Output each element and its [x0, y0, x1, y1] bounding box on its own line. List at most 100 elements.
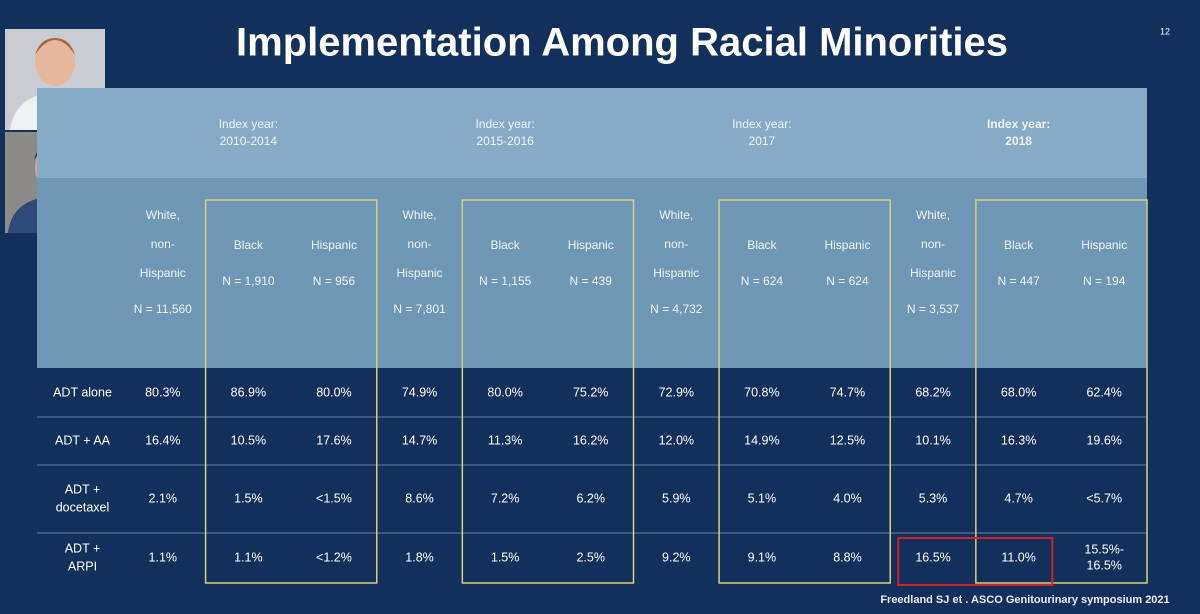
row-label: ADT alone — [53, 385, 112, 399]
column-header: White, — [659, 208, 693, 222]
column-header: Hispanic — [568, 238, 614, 252]
row-label: ADT + AA — [55, 433, 111, 447]
column-header: N = 1,155 — [479, 274, 532, 288]
cell: 12.0% — [659, 433, 694, 447]
cell: 1.1% — [149, 550, 178, 564]
cell: 16.2% — [573, 433, 608, 447]
cell: 1.8% — [405, 550, 434, 564]
column-header: Hispanic — [140, 266, 186, 280]
column-header: Hispanic — [910, 266, 956, 280]
column-header: Black — [490, 238, 520, 252]
row-label: ADT + — [65, 482, 101, 496]
cell: 2.5% — [576, 550, 605, 564]
cell: 68.0% — [1001, 385, 1036, 399]
cell: 1.1% — [234, 550, 263, 564]
column-header: N = 624 — [741, 274, 784, 288]
cell: 11.3% — [488, 433, 523, 447]
highlight-box — [204, 199, 378, 584]
column-header: non- — [664, 237, 688, 251]
column-header: N = 956 — [313, 274, 356, 288]
cell: 8.6% — [405, 491, 434, 505]
column-header: N = 3,537 — [907, 302, 960, 316]
cell: 72.9% — [659, 385, 694, 399]
cell: 16.4% — [145, 433, 180, 447]
cell: 8.8% — [833, 550, 862, 564]
group-header: Index year: — [987, 117, 1050, 131]
cell: 9.2% — [662, 550, 691, 564]
column-header-band — [37, 178, 1147, 368]
cell: 16.5% — [915, 550, 950, 564]
column-header: White, — [403, 208, 437, 222]
column-header: Hispanic — [653, 266, 699, 280]
cell: 16.5% — [1086, 558, 1121, 572]
table: Index year: 2010-2014 Index year: 2015-2016… — [37, 117, 1148, 586]
cell: 16.3% — [1001, 433, 1036, 447]
cell: <5.7% — [1086, 491, 1122, 505]
group-header: Index year: — [219, 117, 278, 131]
column-header: Black — [747, 238, 777, 252]
group-header: 2010-2014 — [220, 134, 278, 148]
cell: 9.1% — [748, 550, 777, 564]
cell: 70.8% — [744, 385, 779, 399]
cell: 11.0% — [1001, 550, 1036, 564]
emphasis-box — [897, 537, 1054, 586]
group-header-band — [37, 88, 1147, 178]
column-header: non- — [408, 237, 432, 251]
group-header: Index year: — [475, 117, 534, 131]
group-header: Index year: — [732, 117, 791, 131]
page-number: 12 — [1160, 26, 1170, 36]
cell: <1.2% — [316, 550, 352, 564]
cell: 1.5% — [491, 550, 520, 564]
cell: 14.7% — [402, 433, 437, 447]
cell: 2.1% — [149, 491, 178, 505]
cell: 75.2% — [573, 385, 608, 399]
cell: 5.1% — [748, 491, 777, 505]
column-header: N = 624 — [826, 274, 869, 288]
cell: 80.3% — [145, 385, 180, 399]
cell: 14.9% — [744, 433, 779, 447]
cell: 7.2% — [491, 491, 520, 505]
cell: 10.5% — [231, 433, 266, 447]
cell: 1.5% — [234, 491, 263, 505]
column-header: N = 4,732 — [650, 302, 703, 316]
title: Implementation Among Racial Minorities — [236, 21, 1008, 65]
highlight-box — [975, 199, 1148, 584]
cell: 19.6% — [1086, 433, 1121, 447]
column-header: N = 7,801 — [393, 302, 446, 316]
column-header: White, — [146, 208, 180, 222]
cell: 80.0% — [316, 385, 351, 399]
column-header: Hispanic — [311, 238, 357, 252]
column-header: Black — [1004, 238, 1034, 252]
cell: 5.9% — [662, 491, 691, 505]
column-header: N = 1,910 — [222, 274, 275, 288]
column-header: N = 194 — [1083, 274, 1126, 288]
cell: 15.5%- — [1084, 542, 1124, 556]
column-header: Black — [234, 238, 264, 252]
group-header: 2015-2016 — [476, 134, 534, 148]
column-header: N = 447 — [997, 274, 1040, 288]
row-label: ARPI — [68, 559, 97, 573]
cell: 86.9% — [231, 385, 266, 399]
column-header: White, — [916, 208, 950, 222]
column-header: Hispanic — [824, 238, 870, 252]
cell: <1.5% — [316, 491, 352, 505]
column-header: Hispanic — [1081, 238, 1127, 252]
cell: 74.7% — [830, 385, 865, 399]
cell: 17.6% — [316, 433, 351, 447]
highlight-box — [461, 199, 635, 584]
cell: 4.7% — [1004, 491, 1033, 505]
cell: 12.5% — [830, 433, 865, 447]
column-header: non- — [921, 237, 945, 251]
citation: Freedland SJ et . ASCO Genitourinary sym… — [880, 594, 1169, 606]
highlight-box — [718, 199, 891, 584]
row-label: ADT + — [65, 541, 101, 555]
group-header: 2018 — [1005, 134, 1032, 148]
column-header: Hispanic — [397, 266, 443, 280]
column-header: non- — [151, 237, 175, 251]
cell: 74.9% — [402, 385, 437, 399]
column-header: N = 439 — [570, 274, 613, 288]
cell: 68.2% — [915, 385, 950, 399]
cell: 62.4% — [1086, 385, 1121, 399]
